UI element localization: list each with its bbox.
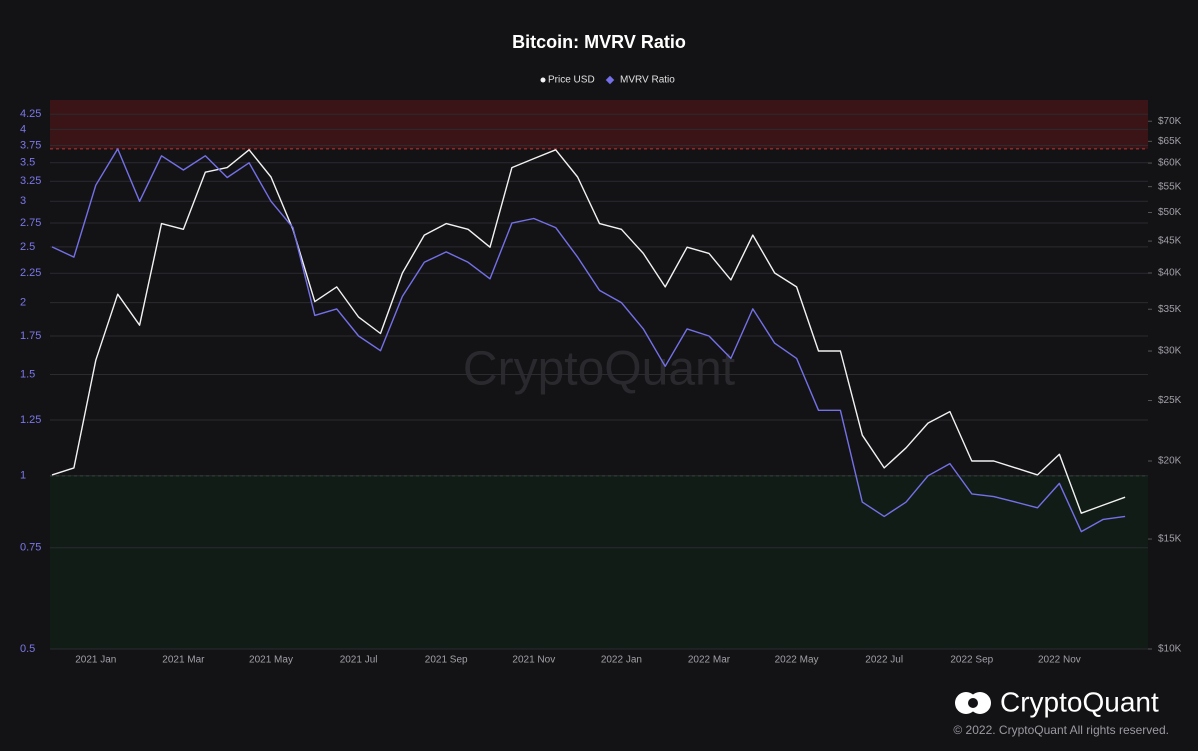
y2-tick-label: $55K xyxy=(1158,181,1182,192)
y2-tick-label: $45K xyxy=(1158,236,1182,247)
y-tick-label: 3.5 xyxy=(20,157,35,169)
zone xyxy=(50,100,1148,149)
y-tick-label: 1.75 xyxy=(20,330,41,342)
legend-marker xyxy=(540,77,546,83)
x-tick-label: 2022 Nov xyxy=(1038,655,1081,666)
y2-tick-label: $60K xyxy=(1158,158,1182,169)
y2-tick-label: $35K xyxy=(1158,304,1182,315)
footer-logo xyxy=(955,692,991,714)
y-tick-label: 2.25 xyxy=(20,267,41,279)
logo-icon xyxy=(968,698,978,708)
y-tick-label: 2 xyxy=(20,297,26,309)
y2-tick-label: $40K xyxy=(1158,268,1182,279)
y-tick-label: 1 xyxy=(20,470,26,482)
y-tick-label: 2.5 xyxy=(20,241,35,253)
y-tick-label: 0.75 xyxy=(20,542,41,554)
x-tick-label: 2022 Jan xyxy=(601,655,642,666)
x-tick-label: 2022 Jul xyxy=(865,655,903,666)
legend-label: MVRV Ratio xyxy=(620,75,675,86)
watermark: CryptoQuant xyxy=(463,343,735,396)
x-tick-label: 2022 Sep xyxy=(950,655,993,666)
y2-tick-label: $20K xyxy=(1158,456,1182,467)
x-tick-label: 2021 Jan xyxy=(75,655,116,666)
x-tick-label: 2021 Jul xyxy=(340,655,378,666)
legend-label: Price USD xyxy=(548,75,595,86)
zone xyxy=(50,475,1148,649)
x-tick-label: 2021 Mar xyxy=(162,655,205,666)
y-tick-label: 3 xyxy=(20,195,26,207)
y2-tick-label: $15K xyxy=(1158,534,1182,545)
x-tick-label: 2021 Nov xyxy=(512,655,555,666)
y-tick-label: 1.5 xyxy=(20,368,35,380)
y-tick-label: 1.25 xyxy=(20,414,41,426)
x-tick-label: 2021 Sep xyxy=(425,655,468,666)
plot-area: 0.5 0.75 1 1.25 1.5 1.75 2 2.25 2.5 2.75 3 3.25 3.5 3… xyxy=(20,75,1182,666)
y-tick-label: 3.25 xyxy=(20,175,41,187)
series-line xyxy=(51,149,1126,514)
series-line xyxy=(51,148,1126,533)
y2-tick-label: $70K xyxy=(1158,116,1182,127)
logo-icon xyxy=(969,692,991,714)
y-tick-label: 2.75 xyxy=(20,217,41,229)
y2-tick-label: $65K xyxy=(1158,136,1182,147)
legend-marker xyxy=(605,75,615,85)
x-tick-label: 2022 Mar xyxy=(688,655,731,666)
y2-tick-label: $25K xyxy=(1158,395,1182,406)
x-tick-label: 2022 May xyxy=(775,655,819,666)
chart-title: Bitcoin: MVRV Ratio xyxy=(512,32,686,52)
y-tick-label: 0.5 xyxy=(20,643,35,655)
y2-tick-label: $50K xyxy=(1158,207,1182,218)
x-tick-label: 2021 May xyxy=(249,655,293,666)
y2-tick-label: $30K xyxy=(1158,346,1182,357)
y-tick-label: 4.25 xyxy=(20,108,41,120)
y2-tick-label: $10K xyxy=(1158,644,1182,655)
footer-copyright: © 2022. CryptoQuant All rights reserved. xyxy=(953,723,1169,737)
y-tick-label: 3.75 xyxy=(20,139,41,151)
y-tick-label: 4 xyxy=(20,123,26,135)
footer-brand: CryptoQuant xyxy=(1000,686,1159,717)
